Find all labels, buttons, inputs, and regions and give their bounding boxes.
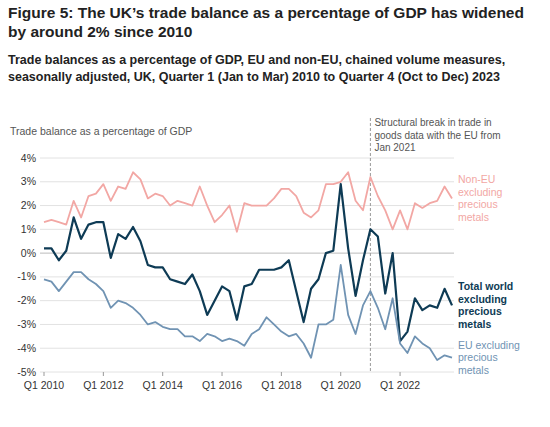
text-line: precious	[458, 305, 502, 317]
grid-line	[40, 324, 454, 325]
y-tick-label: -2%	[17, 294, 36, 306]
annotation-text: goods data with the EU from	[374, 130, 500, 141]
x-tick	[281, 372, 282, 376]
series-label: Total worldexcludingpreciousmetals	[458, 280, 513, 330]
text-line: Trade balances as a percentage of GDP, E…	[8, 53, 505, 67]
series-line	[44, 184, 452, 341]
text-line: Total world	[458, 280, 513, 292]
annotation-line	[370, 118, 371, 372]
grid-line	[40, 205, 454, 206]
x-tick-label: Q1 2014	[143, 379, 183, 391]
text-line: metals	[458, 211, 489, 223]
text-line: metals	[458, 318, 491, 330]
text-line: precious	[458, 351, 498, 363]
series-line	[44, 172, 452, 231]
subtitle: Trade balances as a percentage of GDP, E…	[8, 53, 505, 84]
series-label: Non-EUexcludingpreciousmetals	[458, 173, 503, 223]
text-line: seasonally adjusted, UK, Quarter 1 (Jan …	[8, 70, 500, 84]
series-label: EU excludingpreciousmetals	[458, 339, 520, 376]
y-axis-label: Trade balance as a percentage of GDP	[10, 125, 192, 137]
title: Figure 5: The UK’s trade balance as a pe…	[8, 4, 524, 40]
grid	[40, 158, 454, 372]
grid-line	[40, 372, 454, 373]
series-line	[44, 265, 452, 360]
y-tick-label: -1%	[17, 270, 36, 282]
x-tick-label: Q1 2022	[380, 379, 420, 391]
annotation-text: Structural break in trade in	[374, 117, 491, 128]
text-line: precious	[458, 198, 498, 210]
x-tick	[400, 372, 401, 376]
text-line: EU excluding	[458, 339, 520, 351]
grid-line	[40, 181, 454, 182]
annotation-text: Jan 2021	[374, 142, 416, 153]
grid-line	[40, 158, 454, 159]
y-tick-label: 2%	[21, 199, 36, 211]
grid-line	[40, 348, 454, 349]
series-lines	[44, 172, 452, 360]
x-tick-label: Q1 2018	[261, 379, 301, 391]
x-tick	[44, 372, 45, 376]
x-tick	[162, 372, 163, 376]
chart: Figure 5: The UK’s trade balance as a pe…	[0, 0, 550, 427]
x-tick-label: Q1 2016	[202, 379, 242, 391]
text-line: by around 2% since 2010	[8, 23, 192, 40]
y-tick-label: -3%	[17, 318, 36, 330]
text-line: Figure 5: The UK’s trade balance as a pe…	[8, 4, 524, 21]
x-tick	[340, 372, 341, 376]
grid-line	[40, 276, 454, 277]
text-line: excluding	[458, 186, 503, 198]
y-tick-label: 1%	[21, 223, 36, 235]
text-line: Non-EU	[458, 173, 495, 185]
y-tick-label: -4%	[17, 342, 36, 354]
text-line: metals	[458, 364, 489, 376]
y-tick-label: -5%	[17, 366, 36, 378]
x-tick-label: Q1 2010	[24, 379, 64, 391]
x-tick-label: Q1 2012	[83, 379, 123, 391]
y-tick-label: 4%	[21, 152, 36, 164]
x-tick	[103, 372, 104, 376]
text-line: excluding	[458, 293, 507, 305]
x-tick-label: Q1 2020	[321, 379, 361, 391]
y-tick-label: 3%	[21, 175, 36, 187]
y-tick-label: 0%	[21, 247, 36, 259]
x-tick	[222, 372, 223, 376]
